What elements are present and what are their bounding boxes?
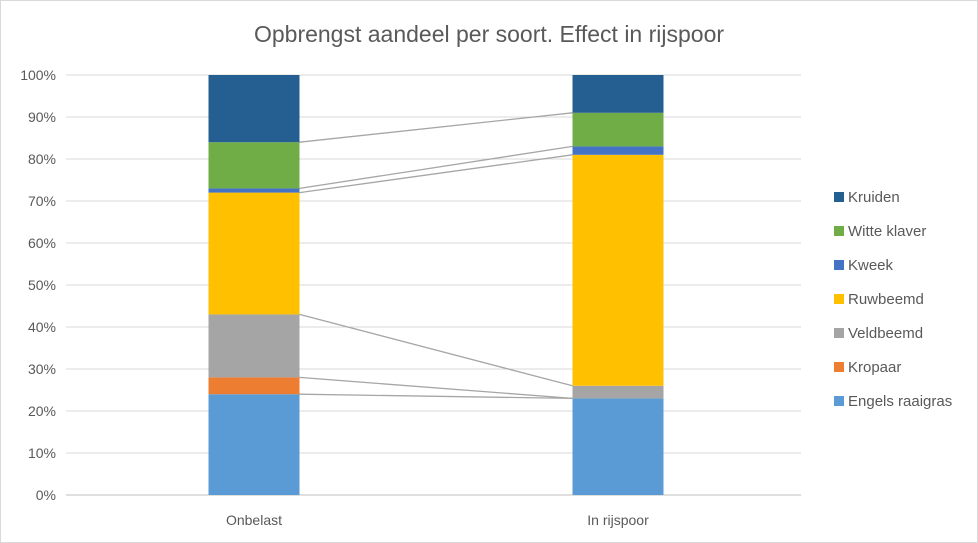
series-line	[299, 154, 573, 194]
series-line	[299, 112, 573, 143]
legend-label: Veldbeemd	[848, 325, 923, 342]
bar-segment	[572, 398, 664, 495]
series-line	[299, 313, 573, 387]
y-tick-label: 70%	[28, 193, 56, 209]
legend-label: Kropaar	[848, 359, 901, 376]
x-tick-label: In rijspoor	[587, 512, 649, 528]
legend-label: Kweek	[848, 257, 894, 274]
legend-swatch	[834, 362, 844, 372]
y-tick-label: 100%	[20, 67, 56, 83]
series-line	[299, 376, 573, 400]
legend-swatch	[834, 226, 844, 236]
x-tick-label: Onbelast	[226, 512, 282, 528]
legend-swatch	[834, 294, 844, 304]
y-tick-label: 40%	[28, 319, 56, 335]
bar-segment	[208, 314, 300, 378]
legend-swatch	[834, 192, 844, 202]
legend-label: Engels raaigras	[848, 393, 952, 410]
y-tick-label: 50%	[28, 277, 56, 293]
legend-swatch	[834, 396, 844, 406]
legend-swatch	[834, 260, 844, 270]
y-tick-label: 80%	[28, 151, 56, 167]
bar-segment	[572, 385, 664, 399]
y-tick-label: 10%	[28, 445, 56, 461]
y-tick-label: 0%	[36, 487, 56, 503]
series-line	[299, 145, 573, 190]
bar-segment	[208, 394, 300, 495]
bar-segment	[572, 154, 664, 386]
chart-title: Opbrengst aandeel per soort. Effect in r…	[253, 21, 725, 47]
y-tick-label: 60%	[28, 235, 56, 251]
series-line	[299, 393, 573, 400]
bar-segment	[208, 188, 300, 193]
y-tick-label: 90%	[28, 109, 56, 125]
bar-segment	[572, 112, 664, 147]
legend-label: Witte klaver	[848, 223, 926, 240]
y-tick-label: 20%	[28, 403, 56, 419]
bar-segment	[572, 75, 664, 113]
bar-segment	[208, 75, 300, 143]
bar-segment	[572, 146, 664, 155]
y-tick-label: 30%	[28, 361, 56, 377]
bar-segment	[208, 142, 300, 189]
legend-label: Kruiden	[848, 189, 900, 206]
legend-swatch	[834, 328, 844, 338]
legend-label: Ruwbeemd	[848, 291, 924, 308]
bar-segment	[208, 377, 300, 395]
bar-segment	[208, 192, 300, 315]
